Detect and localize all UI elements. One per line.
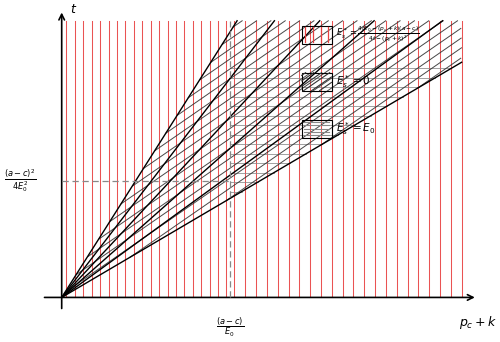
Text: $t$: $t$: [70, 3, 77, 16]
Text: $\frac{(a-c)}{E_0}$: $\frac{(a-c)}{E_0}$: [216, 315, 244, 339]
Bar: [302, 120, 332, 138]
Text: $p_c + k$: $p_c + k$: [458, 314, 496, 331]
Bar: [302, 26, 332, 43]
Bar: [302, 73, 332, 91]
Text: $E_s^* = \frac{4tE_0-(p_c+k)(a-c)}{4t-(p_c+k)^2}$: $E_s^* = \frac{4tE_0-(p_c+k)(a-c)}{4t-(p…: [336, 25, 420, 44]
Text: $\frac{(a-c)^2}{4E_0^2}$: $\frac{(a-c)^2}{4E_0^2}$: [4, 168, 35, 195]
Text: $E_s^* = 0$: $E_s^* = 0$: [336, 73, 371, 90]
Text: $E_s^* = E_0$: $E_s^* = E_0$: [336, 120, 376, 137]
